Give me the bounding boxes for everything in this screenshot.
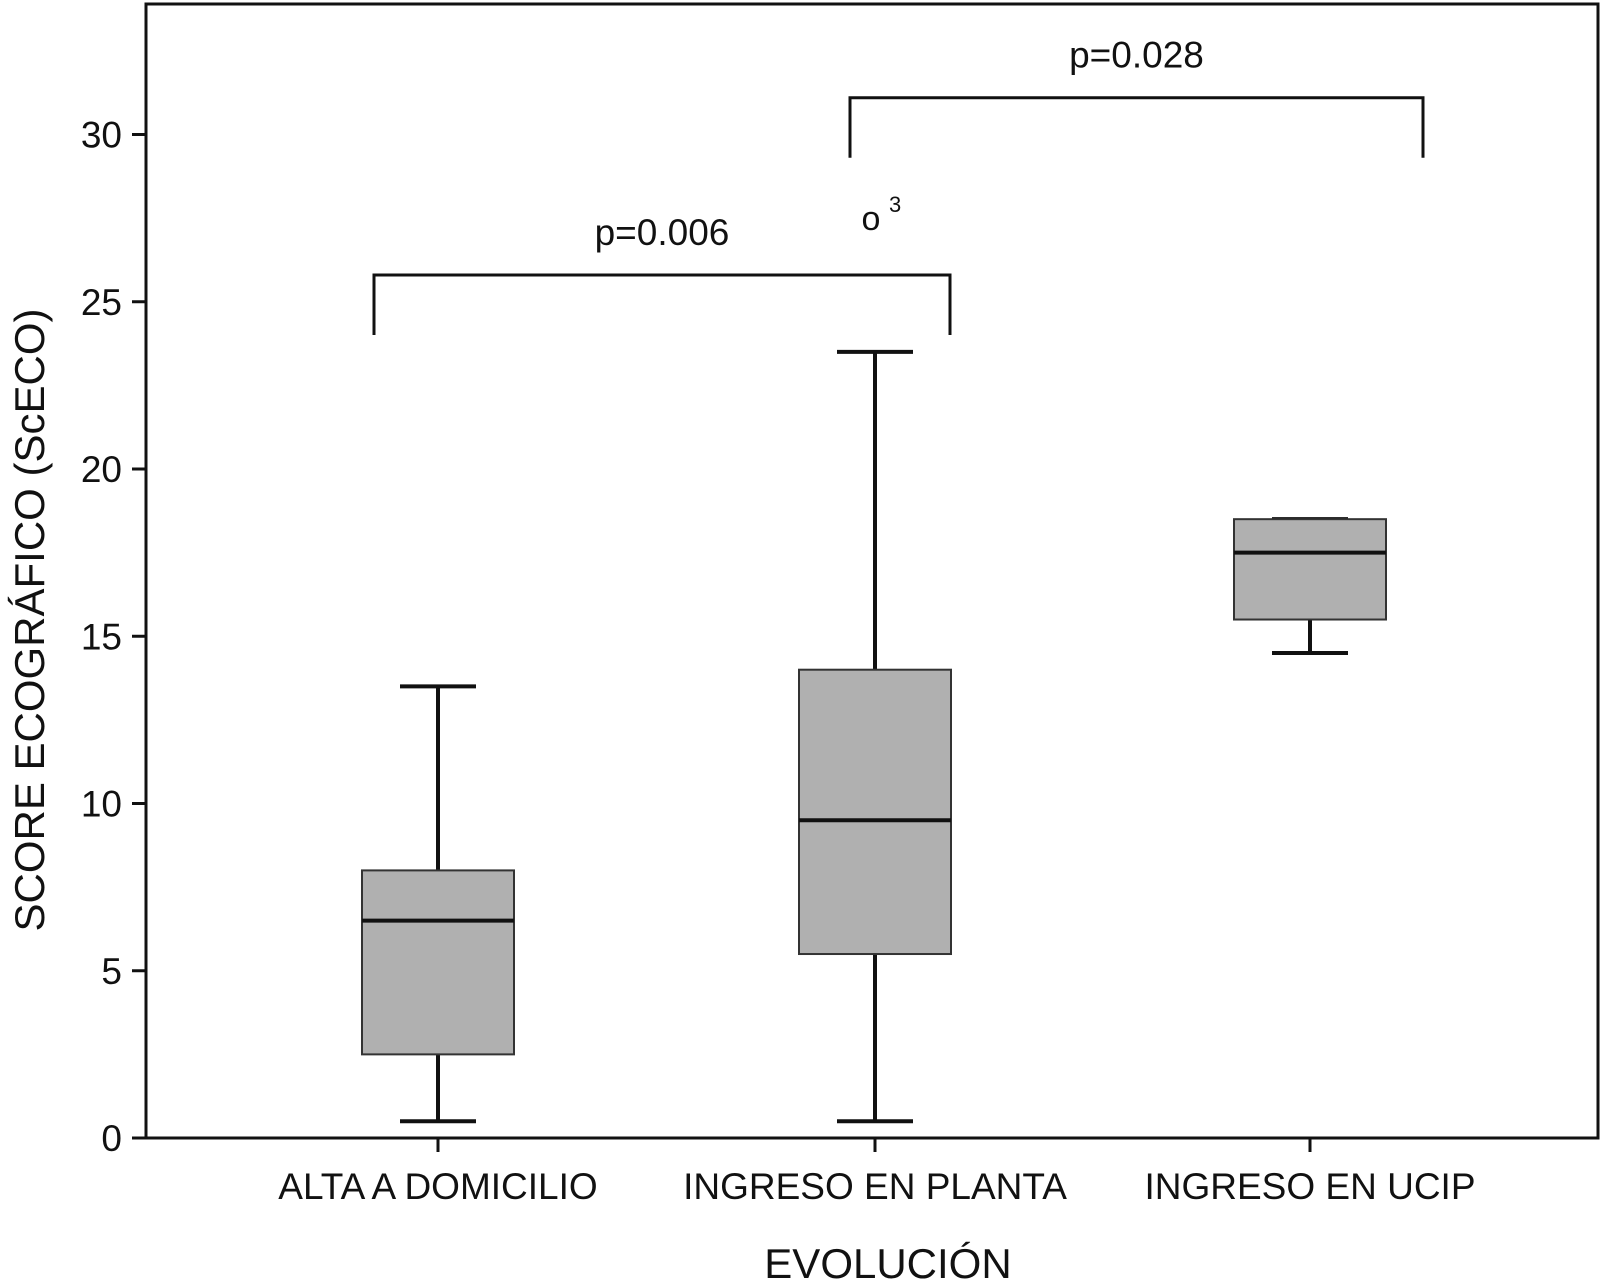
box-iqr <box>1233 518 1387 621</box>
bracket-line <box>848 96 1425 158</box>
box-group <box>1233 517 1387 655</box>
x-axis: ALTA A DOMICILIO INGRESO EN PLANTA INGRESO… <box>278 1138 1476 1207</box>
boxes <box>361 349 1387 1124</box>
x-category-label: ALTA A DOMICILIO <box>278 1166 597 1207</box>
bracket-line <box>372 273 952 335</box>
outlier-marker: o <box>862 200 881 238</box>
outlier-label: 3 <box>889 192 901 217</box>
p-value-label: p=0.028 <box>1069 35 1204 76</box>
x-category-label: INGRESO EN PLANTA <box>683 1166 1067 1207</box>
comparison-bracket: p=0.028 <box>848 35 1425 158</box>
y-tick-label: 25 <box>81 282 122 323</box>
y-tick-label: 5 <box>101 951 122 992</box>
comparisons: p=0.006 p=0.028 <box>372 35 1425 335</box>
y-tick-label: 30 <box>81 115 122 156</box>
y-tick-label: 15 <box>81 616 122 657</box>
y-axis: 0 5 10 15 20 25 30 <box>81 115 146 1159</box>
box-iqr <box>798 668 952 956</box>
y-tick-label: 10 <box>81 784 122 825</box>
x-category-label: INGRESO EN UCIP <box>1145 1166 1476 1207</box>
plot-frame <box>144 2 1600 1140</box>
y-axis-title: SCORE ECOGRÁFICO (ScECO) <box>6 308 53 931</box>
y-tick-label: 0 <box>101 1118 122 1159</box>
p-value-label: p=0.006 <box>595 212 730 253</box>
x-axis-title: EVOLUCIÓN <box>764 1240 1011 1287</box>
comparison-bracket: p=0.006 <box>372 212 952 335</box>
box-group <box>798 349 952 1124</box>
y-tick-label: 20 <box>81 449 122 490</box>
box-iqr <box>361 869 515 1056</box>
box-group <box>361 684 515 1124</box>
